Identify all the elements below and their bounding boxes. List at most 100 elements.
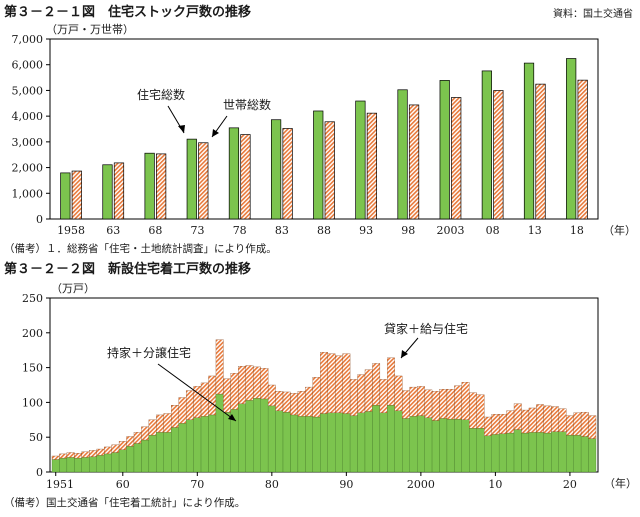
chart2-bar-owned: [528, 432, 537, 473]
chart2-bar-owned: [327, 412, 336, 473]
chart2-bar-rental: [521, 409, 530, 434]
chart2-bar-owned: [491, 434, 500, 473]
chart2-bar-owned: [178, 423, 187, 473]
chart2-bar-rental: [417, 386, 425, 416]
chart2-bar-owned: [156, 432, 164, 473]
chart2-bar-rental: [573, 412, 582, 436]
chart2-title: 第３－２－２図 新設住宅着工戸数の推移: [4, 261, 251, 277]
chart2-bar-rental: [275, 391, 284, 411]
chart2-bar-owned: [141, 439, 150, 473]
chart2-bar-owned: [312, 416, 321, 473]
chart2-bar-owned: [536, 432, 544, 473]
chart2-bar-owned: [521, 432, 530, 473]
chart2-bar-rental: [156, 414, 164, 433]
chart1-y-tick-label: 2,000: [12, 162, 44, 175]
chart2-bar-owned: [59, 457, 68, 473]
chart2-bar-owned: [513, 429, 522, 473]
chart2-bar-rental: [349, 379, 358, 416]
chart1-y-tick-label: 0: [36, 213, 43, 226]
chart1-bar-housing: [397, 89, 408, 220]
chart1-bar-housing: [481, 70, 492, 220]
chart2-bar-owned: [200, 416, 209, 473]
chart2-series2-label: 貸家＋給与住宅: [384, 321, 468, 336]
chart2-bar-owned: [543, 432, 552, 473]
chart2-bar-owned: [104, 453, 112, 473]
chart2-bar-rental: [215, 339, 224, 395]
chart2-bar-rental: [342, 353, 351, 414]
chart2-series2-arrowhead: [401, 350, 408, 358]
chart2-bar-rental: [81, 451, 90, 458]
chart1-x-tick-label: 18: [570, 224, 584, 237]
chart2-x-unit: （年）: [604, 476, 637, 490]
chart2-bar-rental: [446, 389, 455, 420]
chart1-bar-households: [198, 142, 209, 220]
chart1-bar-households: [324, 121, 335, 220]
chart2-bar-owned: [96, 455, 105, 473]
chart2-bar-rental: [185, 390, 194, 420]
chart2-bar-rental: [476, 394, 485, 429]
chart1-x-tick-label: 73: [191, 224, 205, 237]
chart2-bar-rental: [484, 416, 492, 436]
chart2-bar-owned: [148, 434, 157, 473]
chart2-x-tick-label: 90: [339, 478, 353, 491]
chart2-bar-rental: [454, 385, 463, 420]
chart2-bar-rental: [66, 452, 75, 458]
chart2-bar-rental: [267, 384, 276, 407]
chart2-bar-owned: [379, 412, 388, 473]
chart1-series2-label: 世帯総数: [223, 97, 271, 112]
chart1-bar-households: [451, 97, 462, 220]
chart2-bar-owned: [253, 398, 261, 473]
chart2-bar-rental: [305, 386, 313, 417]
chart1-x-tick-label: 1958: [57, 224, 85, 237]
chart2-bar-owned: [506, 432, 515, 473]
chart2-bar-rental: [335, 355, 343, 413]
chart2-bar-owned: [417, 415, 425, 473]
chart2-series1-arrowhead: [228, 414, 236, 421]
chart2-bar-rental: [461, 382, 470, 420]
chart1-note: （備考）１．総務省「住宅・土地統計調査」により作成。: [4, 242, 277, 255]
chart1-bar-households: [240, 134, 251, 220]
chart2-bar-owned: [185, 419, 194, 473]
source-label: 資料：国土交通省: [553, 7, 633, 20]
chart1-bar-households: [366, 112, 378, 220]
chart2-bar-rental: [51, 455, 60, 460]
chart1-unit: （万戸・万世帯）: [46, 23, 134, 36]
chart2-bar-owned: [498, 433, 507, 473]
chart2-bar-rental: [230, 373, 239, 410]
chart2-bar-rental: [551, 406, 559, 432]
chart2-bar-owned: [461, 419, 470, 473]
chart2-y-tick-label: 250: [22, 292, 43, 305]
chart2-bar-rental: [223, 378, 231, 413]
chart2-series1-arrow: [157, 363, 237, 422]
chart2-bar-rental: [469, 392, 477, 429]
chart1-bar-households: [408, 104, 420, 220]
chart2-y-axis: 0 50 100 150 200 250: [22, 292, 50, 479]
chart2-series1-label: 持家＋分譲住宅: [107, 345, 191, 360]
chart2-bar-rental: [89, 450, 97, 457]
chart2-bar-owned: [402, 418, 410, 473]
chart2-x-tick-label: 2000: [407, 478, 435, 491]
chart1-bar-housing: [270, 119, 282, 220]
chart1-y-tick-label: 3,000: [12, 136, 44, 149]
chart2-bar-rental: [245, 365, 254, 401]
chart2-bar-owned: [424, 417, 433, 473]
chart2-bar-owned: [446, 418, 455, 473]
chart1-y-tick-label: 1,000: [12, 187, 44, 200]
chart1-bar-housing: [523, 62, 535, 220]
chart1-bar-housing: [228, 127, 240, 220]
chart2-bar-owned: [51, 459, 60, 473]
chart2-bar-rental: [491, 414, 500, 435]
chart2-bar-owned: [588, 438, 597, 473]
chart1-bar-households: [493, 90, 504, 220]
chart1-x-tick-label: 88: [317, 224, 331, 237]
chart2-y-tick-label: 50: [29, 431, 43, 444]
chart2-bar-rental: [163, 413, 172, 433]
chart2-bar-rental: [513, 403, 522, 430]
chart2-bar-rental: [96, 448, 105, 456]
chart2-bar-owned: [558, 431, 567, 473]
chart2-bar-rental: [536, 404, 544, 433]
chart2-bar-owned: [215, 393, 224, 473]
chart2-bar-rental: [543, 405, 552, 434]
chart2-bar-owned: [364, 411, 373, 473]
